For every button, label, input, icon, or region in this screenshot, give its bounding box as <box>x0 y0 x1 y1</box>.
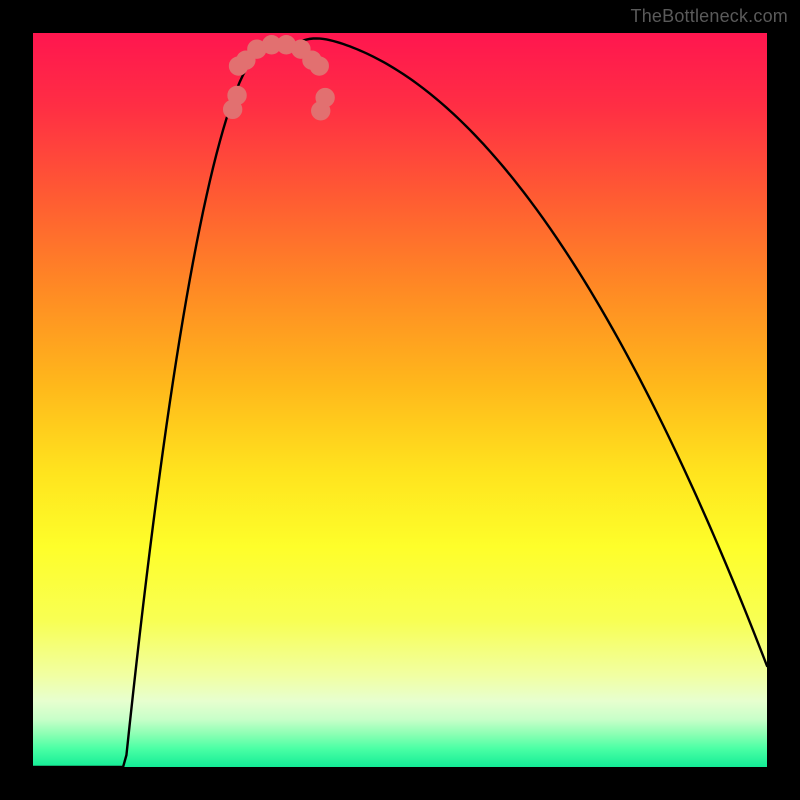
watermark-text: TheBottleneck.com <box>631 6 788 27</box>
chart-canvas: TheBottleneck.com <box>0 0 800 800</box>
plot-area <box>33 33 767 767</box>
